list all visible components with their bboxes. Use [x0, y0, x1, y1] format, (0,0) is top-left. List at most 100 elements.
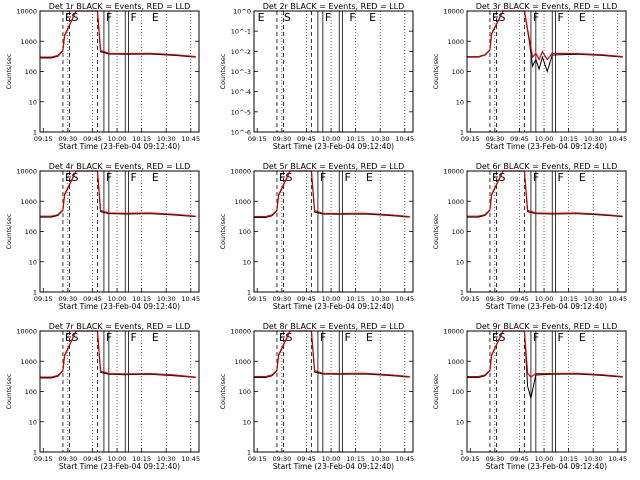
y-tick-label: 1000 — [234, 358, 251, 366]
plot-frame — [466, 10, 627, 133]
segment-marker-label: F — [558, 171, 564, 184]
panel-title: Det 9r BLACK = Events, RED = LLD — [476, 322, 618, 331]
segment-marker-label: E — [152, 331, 159, 344]
x-tick-label: 09:45 — [510, 455, 529, 463]
y-tick-label: 10 — [456, 258, 464, 266]
x-tick-label: 09:15 — [34, 455, 53, 463]
x-tick-label: 09:30 — [485, 135, 504, 143]
y-tick-label: 100 — [25, 388, 37, 396]
y-axis-label: Counts/sec — [219, 53, 227, 89]
x-tick-label: 10:00 — [322, 135, 341, 143]
segment-marker-label: E — [152, 11, 159, 24]
y-tick-label: 10^-5 — [231, 108, 251, 116]
plot-frame — [253, 10, 414, 133]
y-axis-label: Counts/sec — [5, 53, 13, 89]
x-tick-label: 09:15 — [248, 455, 267, 463]
segment-marker-label: S — [499, 331, 506, 344]
x-tick-label: 09:15 — [248, 135, 267, 143]
x-axis-label: Start Time (23-Feb-04 09:12:40) — [273, 142, 394, 151]
x-tick-label: 10:45 — [395, 135, 414, 143]
y-tick-label: 10^-3 — [231, 68, 251, 76]
x-tick-label: 10:45 — [608, 295, 627, 303]
y-tick-label: 10^-4 — [231, 88, 251, 96]
panel-title: Det 7r BLACK = Events, RED = LLD — [49, 322, 191, 331]
x-tick-label: 10:45 — [395, 295, 414, 303]
x-tick-label: 10:15 — [559, 455, 578, 463]
segment-marker-label: S — [72, 331, 79, 344]
x-axis-label: Start Time (23-Feb-04 09:12:40) — [273, 462, 394, 471]
x-tick-label: 09:15 — [248, 295, 267, 303]
x-tick-label: 09:30 — [485, 295, 504, 303]
x-tick-label: 10:00 — [322, 295, 341, 303]
x-tick-label: 10:00 — [322, 455, 341, 463]
x-tick-label: 10:45 — [181, 295, 200, 303]
x-tick-label: 10:45 — [608, 455, 627, 463]
x-tick-label: 09:15 — [461, 455, 480, 463]
x-tick-label: 10:45 — [395, 455, 414, 463]
series-lld-line — [40, 10, 196, 58]
y-tick-label: 1 — [247, 289, 251, 297]
segment-marker-label: F — [533, 331, 539, 344]
y-tick-label: 10000 — [16, 168, 37, 176]
x-tick-label: 10:15 — [559, 295, 578, 303]
x-tick-label: 10:15 — [132, 135, 151, 143]
plot-frame — [466, 330, 627, 453]
segment-marker-label: F — [325, 11, 331, 24]
x-axis-label: Start Time (23-Feb-04 09:12:40) — [59, 142, 180, 151]
x-tick-label: 10:45 — [608, 135, 627, 143]
segment-marker-label: E — [579, 171, 586, 184]
segment-marker-label: S — [499, 11, 506, 24]
y-tick-label: 1 — [33, 289, 37, 297]
y-tick-label: 100 — [239, 228, 251, 236]
x-tick-label: 09:30 — [58, 455, 77, 463]
y-tick-label: 10^-2 — [231, 48, 251, 56]
x-tick-label: 09:45 — [297, 455, 316, 463]
y-tick-label: 10 — [29, 258, 37, 266]
series-lld-line — [467, 10, 623, 61]
series-events-line — [254, 330, 410, 378]
segment-marker-label: E — [258, 11, 265, 24]
y-tick-label: 100 — [452, 228, 464, 236]
y-tick-label: 1000 — [20, 38, 37, 46]
y-axis-label: Counts/sec — [5, 213, 13, 249]
x-tick-label: 10:00 — [535, 135, 554, 143]
segment-marker-label: F — [131, 331, 137, 344]
segment-marker-label: E — [65, 331, 72, 344]
x-axis-label: Start Time (23-Feb-04 09:12:40) — [486, 142, 607, 151]
x-tick-label: 10:00 — [108, 295, 127, 303]
segment-marker-label: E — [65, 171, 72, 184]
y-tick-label: 10^0 — [233, 8, 251, 16]
y-tick-label: 1000 — [447, 198, 464, 206]
panel-title: Det 3r BLACK = Events, RED = LLD — [476, 2, 618, 11]
x-axis-label: Start Time (23-Feb-04 09:12:40) — [59, 302, 180, 311]
x-axis-label: Start Time (23-Feb-04 09:12:40) — [486, 302, 607, 311]
panel-title: Det 8r BLACK = Events, RED = LLD — [263, 322, 405, 331]
y-tick-label: 10 — [456, 418, 464, 426]
segment-marker-label: F — [558, 11, 564, 24]
panel-title: Det 4r BLACK = Events, RED = LLD — [49, 162, 191, 171]
segment-marker-label: F — [558, 331, 564, 344]
x-tick-label: 10:00 — [108, 135, 127, 143]
x-tick-label: 09:15 — [34, 135, 53, 143]
x-tick-label: 10:45 — [181, 455, 200, 463]
y-tick-label: 1 — [460, 449, 464, 457]
x-tick-label: 09:30 — [272, 455, 291, 463]
segment-marker-label: F — [345, 331, 351, 344]
y-tick-label: 10000 — [16, 8, 37, 16]
x-tick-label: 10:30 — [157, 135, 176, 143]
y-tick-label: 10^-1 — [231, 28, 251, 36]
y-axis-label: Counts/sec — [432, 373, 440, 409]
segment-marker-label: E — [65, 11, 72, 24]
y-tick-label: 10 — [243, 258, 251, 266]
x-tick-label: 10:15 — [559, 135, 578, 143]
y-tick-label: 10^-6 — [231, 129, 251, 137]
y-tick-label: 100 — [239, 388, 251, 396]
segment-marker-label: F — [349, 11, 355, 24]
